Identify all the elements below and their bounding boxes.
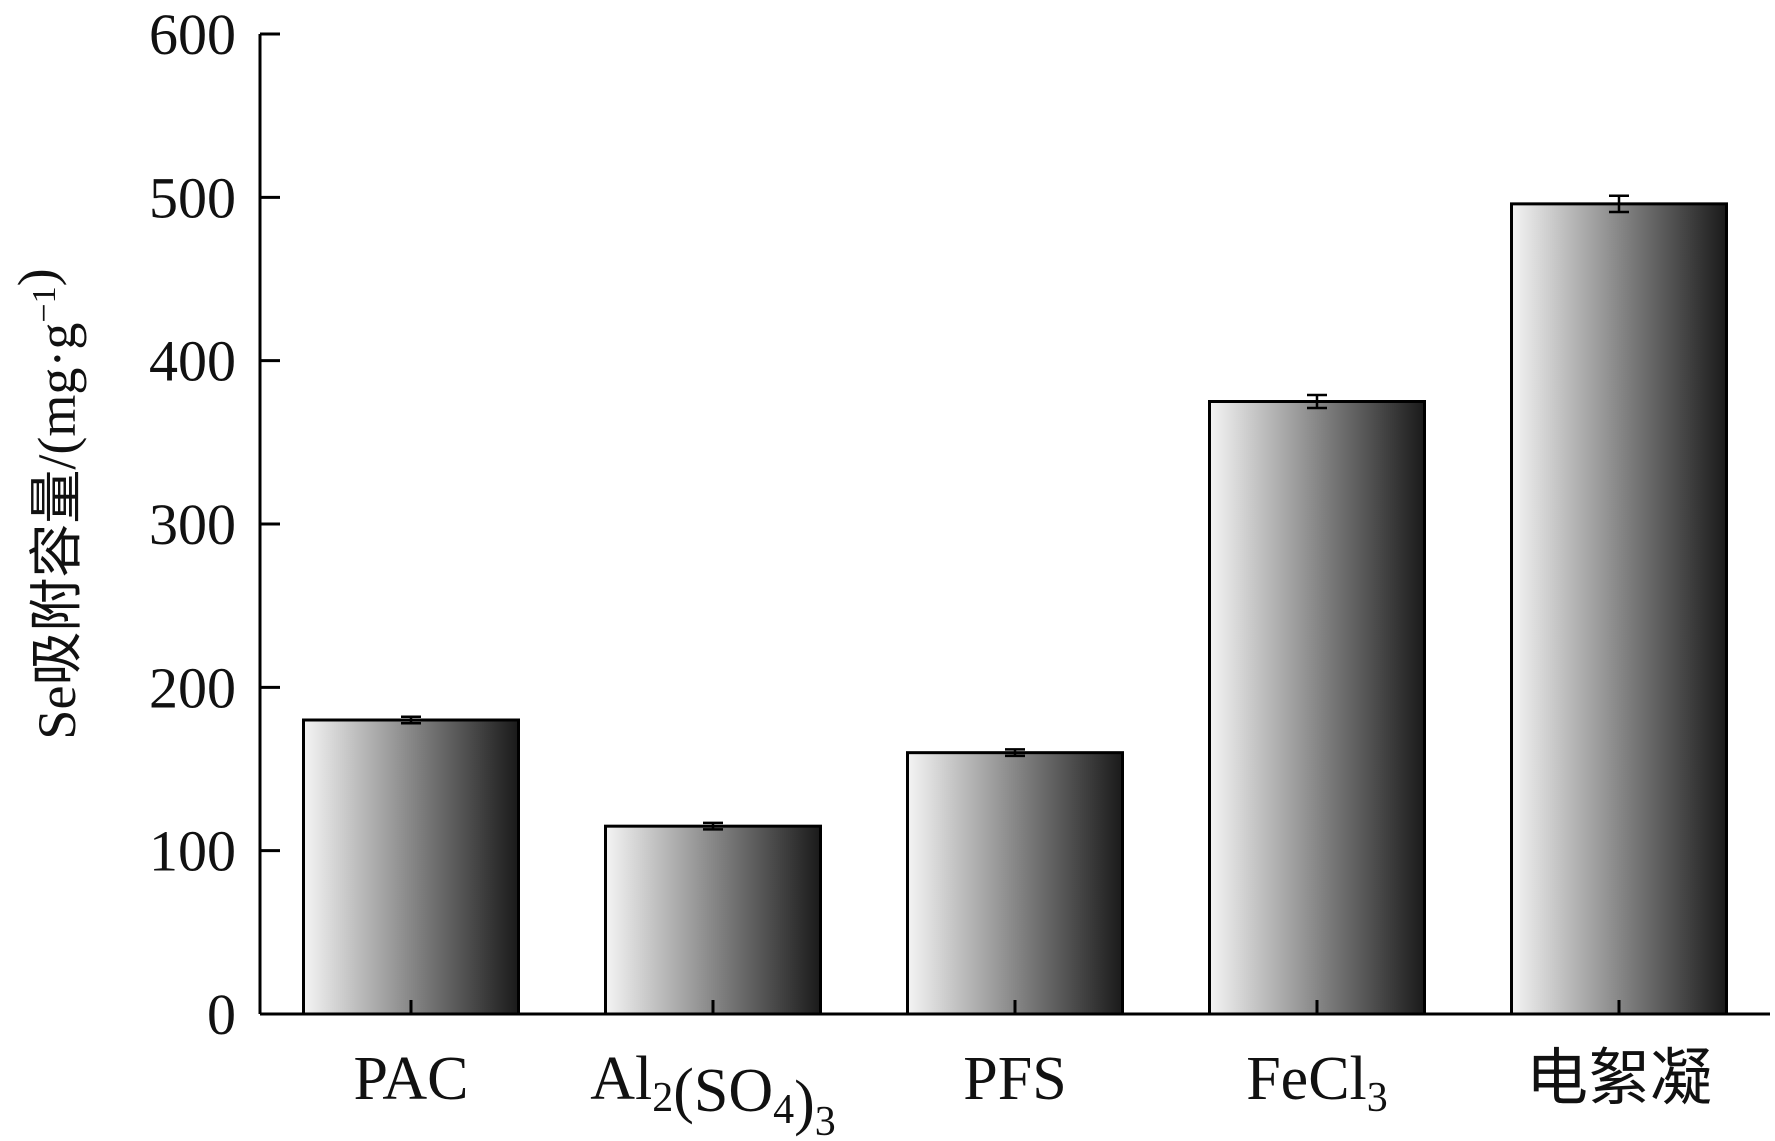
bars-layer (302, 194, 1728, 1016)
bar-al2-so4-3-1 (604, 824, 822, 1016)
bar-pac-0 (302, 718, 520, 1016)
x-tick-label-pfs-2: PFS (963, 1045, 1066, 1113)
x-tick-label-fecl3-3: FeCl3 (1246, 1045, 1388, 1121)
bar-pfs-2 (906, 751, 1124, 1016)
y-tick-label-400: 400 (149, 329, 236, 394)
y-tick-label-600: 600 (149, 2, 236, 67)
x-tick-label-pac-0: PAC (354, 1045, 469, 1113)
bar-cat-4 (1510, 202, 1728, 1016)
y-tick-label-100: 100 (149, 819, 236, 884)
y-tick-label-200: 200 (149, 655, 236, 720)
x-tick-label-al2-so4-3-1: Al2(SO4)3 (590, 1045, 836, 1141)
y-tick-label-500: 500 (149, 165, 236, 230)
bar-fecl3-3 (1208, 400, 1426, 1016)
y-tick-label-0: 0 (207, 982, 236, 1047)
x-tick-label-cat-4: 电絮凝 (1526, 1045, 1712, 1113)
y-tick-label-300: 300 (149, 492, 236, 557)
labels-layer: PAC Al2(SO4)3 PFS FeCl3 电絮凝 0 100 200 300 400 500 6… (7, 2, 1712, 1141)
y-axis-label: Se吸附容量/(mg·g−1) (7, 268, 87, 739)
axes-layer (258, 32, 1770, 1016)
